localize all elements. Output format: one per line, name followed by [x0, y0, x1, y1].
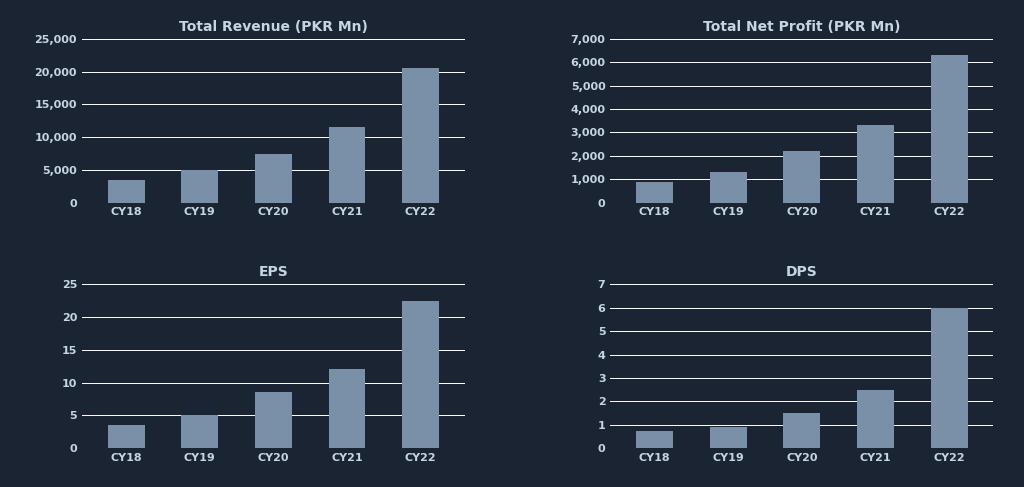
- Title: Total Net Profit (PKR Mn): Total Net Profit (PKR Mn): [703, 19, 900, 34]
- Bar: [255, 153, 292, 203]
- Bar: [931, 56, 968, 203]
- Bar: [783, 413, 820, 448]
- Bar: [108, 180, 144, 203]
- Bar: [181, 170, 218, 203]
- Bar: [857, 390, 894, 448]
- Bar: [108, 425, 144, 448]
- Bar: [710, 172, 746, 203]
- Bar: [181, 415, 218, 448]
- Bar: [636, 431, 673, 448]
- Bar: [783, 151, 820, 203]
- Title: DPS: DPS: [786, 265, 818, 279]
- Bar: [329, 370, 366, 448]
- Bar: [636, 182, 673, 203]
- Bar: [857, 126, 894, 203]
- Bar: [255, 393, 292, 448]
- Bar: [402, 301, 439, 448]
- Bar: [402, 68, 439, 203]
- Title: EPS: EPS: [258, 265, 289, 279]
- Bar: [329, 127, 366, 203]
- Bar: [931, 308, 968, 448]
- Bar: [710, 427, 746, 448]
- Title: Total Revenue (PKR Mn): Total Revenue (PKR Mn): [179, 19, 368, 34]
